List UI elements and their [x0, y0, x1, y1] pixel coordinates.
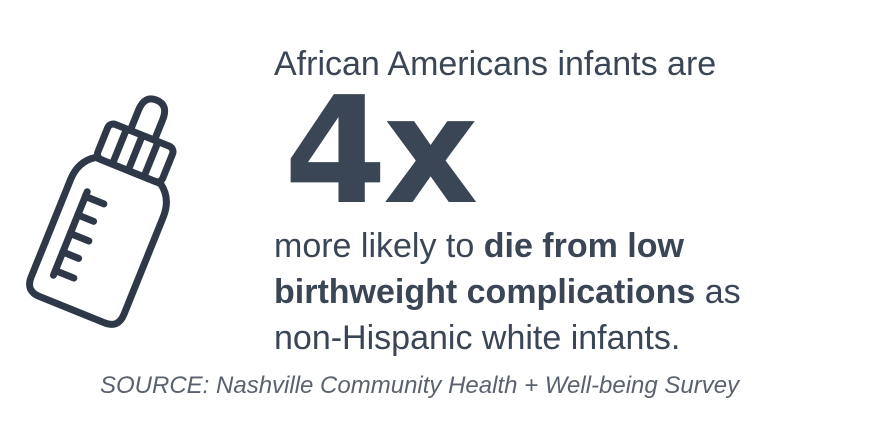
headline: African Americans infants are	[274, 45, 717, 83]
body-line-2: birthweight complications as	[274, 273, 741, 311]
body-line-1: more likely to die from low	[274, 227, 684, 265]
stat-value: 4x	[284, 65, 478, 237]
source-citation: SOURCE: Nashville Community Health + Wel…	[100, 372, 740, 399]
body-line-3: non-Hispanic white infants.	[274, 319, 681, 357]
baby-bottle-icon	[26, 95, 177, 328]
body-text: more likely to die from low birthweight …	[274, 223, 741, 361]
